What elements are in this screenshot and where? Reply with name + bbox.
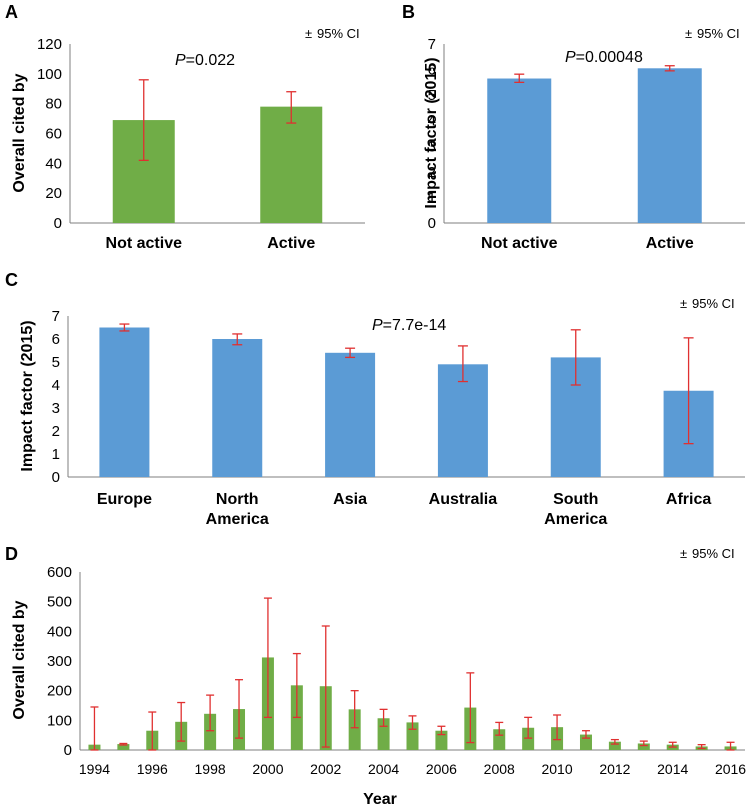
panel-d-ci-label: 95% CI <box>692 546 735 561</box>
panel-a-category: Active <box>267 235 315 252</box>
panel-d-ytick: 400 <box>47 623 72 640</box>
panel-a-ci-sign: ± <box>305 26 312 41</box>
panel-b-letter: B <box>402 2 415 22</box>
panel-c-ytick: 0 <box>52 469 60 486</box>
panel-d-ytick: 200 <box>47 683 72 700</box>
panel-b-ytick: 7 <box>428 36 436 53</box>
panel-a-ytick: 120 <box>37 36 62 53</box>
panel-c-bar <box>437 364 488 477</box>
panel-d-ytick: 100 <box>47 712 72 729</box>
panel-d-xtick: 2008 <box>484 761 515 777</box>
panel-b-ytick: 2 <box>428 164 436 181</box>
panel-c-ylabel: Impact factor (2015) <box>19 320 36 471</box>
panel-c-ytick: 2 <box>52 423 60 440</box>
panel-d-xtick: 2016 <box>715 761 746 777</box>
panel-b-ytick: 1 <box>428 189 436 206</box>
panel-c-ytick: 3 <box>52 400 60 417</box>
panel-d-bar <box>117 744 130 750</box>
panel-a-bar <box>260 106 323 223</box>
panel-a-ytick: 20 <box>45 185 62 202</box>
panel-c-ytick: 6 <box>52 331 60 348</box>
panel-b-ytick: 5 <box>428 87 436 104</box>
panel-c-category: Europe <box>97 491 152 508</box>
panel-a-letter: A <box>5 2 18 22</box>
panel-b-ci-sign: ± <box>685 26 692 41</box>
panel-d-xlabel: Year <box>363 791 397 808</box>
panel-d-bar <box>204 713 217 750</box>
panel-a-pvalue: P=0.022 <box>175 52 235 69</box>
panel-c-category: Asia <box>333 491 367 508</box>
panel-c-bar <box>325 352 376 477</box>
panel-a-ytick: 80 <box>45 96 62 113</box>
panel-c-category: Australia <box>429 491 498 508</box>
panel-d-xtick: 2010 <box>541 761 572 777</box>
panel-b-pvalue: P=0.00048 <box>565 49 643 66</box>
panel-d-xtick: 2014 <box>657 761 688 777</box>
panel-b-bar <box>637 68 702 224</box>
panel-b-ytick: 6 <box>428 62 436 79</box>
panel-b-category: Not active <box>481 235 558 252</box>
panel-c-ytick: 5 <box>52 354 60 371</box>
panel-b-ytick: 3 <box>428 138 436 155</box>
panel-d-xtick: 2002 <box>310 761 341 777</box>
panel-c-ytick: 4 <box>52 377 60 394</box>
panel-a-ci-label: 95% CI <box>317 26 360 41</box>
panel-d-xtick: 2000 <box>252 761 283 777</box>
panel-d-ylabel: Overall cited by <box>11 600 28 719</box>
panel-d-xtick: 2006 <box>426 761 457 777</box>
panel-d-bar <box>637 743 650 750</box>
panel-a-ylabel: Overall cited by <box>11 73 28 192</box>
panel-d-bar <box>348 709 361 750</box>
panel-c-letter: C <box>5 270 18 290</box>
panel-d-ytick: 0 <box>64 742 72 759</box>
panel-b-bar <box>487 78 552 224</box>
panel-a-ytick: 40 <box>45 155 62 172</box>
panel-b-category: Active <box>646 235 694 252</box>
panel-c-ytick: 7 <box>52 308 60 325</box>
panel-d-ytick: 600 <box>47 564 72 581</box>
panel-d-xtick: 1996 <box>137 761 168 777</box>
panel-d-xtick: 1994 <box>79 761 110 777</box>
panel-d-bar <box>522 727 535 750</box>
panel-c-category: Africa <box>666 491 711 508</box>
panel-c-ci-sign: ± <box>680 296 687 311</box>
panel-c-ytick: 1 <box>52 446 60 463</box>
panel-c-bar <box>212 339 263 477</box>
panel-b-ylabel: Impact factor (2015) <box>423 57 440 208</box>
panel-b-ytick: 0 <box>428 215 436 232</box>
panel-b-ci-label: 95% CI <box>697 26 740 41</box>
panel-c-bar <box>99 327 150 477</box>
panel-d-ytick: 300 <box>47 653 72 670</box>
panel-a-ytick: 60 <box>45 126 62 143</box>
panel-d-bar <box>608 741 621 750</box>
panel-d-xtick: 2004 <box>368 761 399 777</box>
panel-d-ytick: 500 <box>47 594 72 611</box>
panel-a-category: Not active <box>106 235 183 252</box>
panel-d-letter: D <box>5 544 18 564</box>
panel-b-ytick: 4 <box>428 113 436 130</box>
panel-c-ci-label: 95% CI <box>692 296 735 311</box>
panel-c-pvalue: P=7.7e-14 <box>372 317 446 334</box>
panel-d-xtick: 2012 <box>599 761 630 777</box>
panel-c-category: North America <box>206 491 269 528</box>
panel-a-ytick: 0 <box>54 215 62 232</box>
panel-d-ci-sign: ± <box>680 546 687 561</box>
panel-c-category: South America <box>544 491 607 528</box>
panel-d-bar <box>493 729 506 750</box>
panel-d-bar <box>435 730 448 750</box>
panel-d-xtick: 1998 <box>195 761 226 777</box>
panel-a-ytick: 100 <box>37 66 62 83</box>
